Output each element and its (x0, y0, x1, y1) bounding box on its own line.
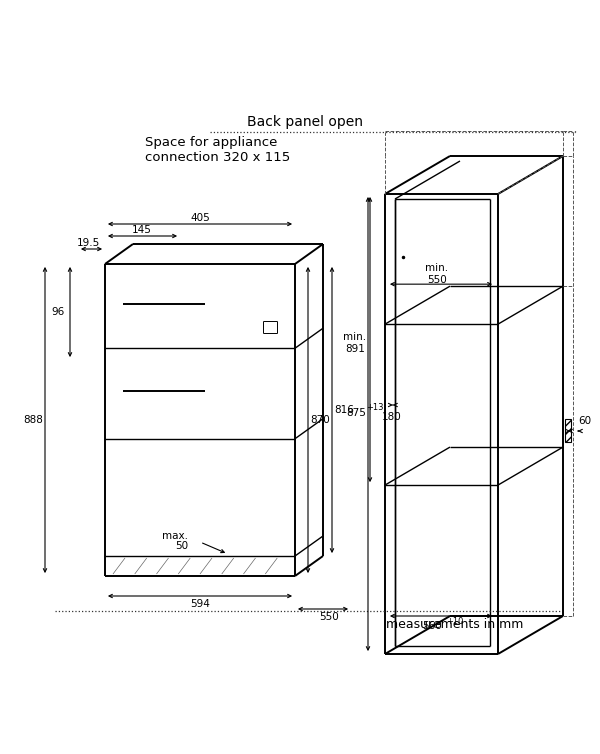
Text: Space for appliance
connection 320 x 115: Space for appliance connection 320 x 115 (145, 136, 290, 164)
Text: min.
550: min. 550 (425, 263, 449, 285)
Text: 96: 96 (52, 307, 65, 317)
Text: 870: 870 (310, 415, 330, 425)
Text: 60: 60 (578, 416, 592, 426)
Text: 594: 594 (190, 599, 210, 609)
Text: Back panel open: Back panel open (247, 115, 363, 129)
Text: 888: 888 (23, 415, 43, 425)
Text: 560: 560 (422, 621, 442, 631)
Text: +13: +13 (366, 403, 384, 412)
Text: 405: 405 (190, 213, 210, 223)
Text: measurements in mm: measurements in mm (386, 618, 524, 630)
Text: 50: 50 (175, 541, 188, 551)
Text: 875: 875 (346, 408, 366, 418)
Text: 550: 550 (319, 612, 339, 622)
Text: 816: 816 (334, 405, 354, 415)
Text: min.
891: min. 891 (343, 333, 367, 354)
Text: +10: +10 (446, 617, 464, 626)
Bar (565, 419, 571, 442)
Text: 19.5: 19.5 (76, 238, 100, 248)
Text: 145: 145 (132, 225, 152, 235)
Text: max.: max. (162, 531, 188, 541)
Text: 180: 180 (382, 412, 402, 422)
